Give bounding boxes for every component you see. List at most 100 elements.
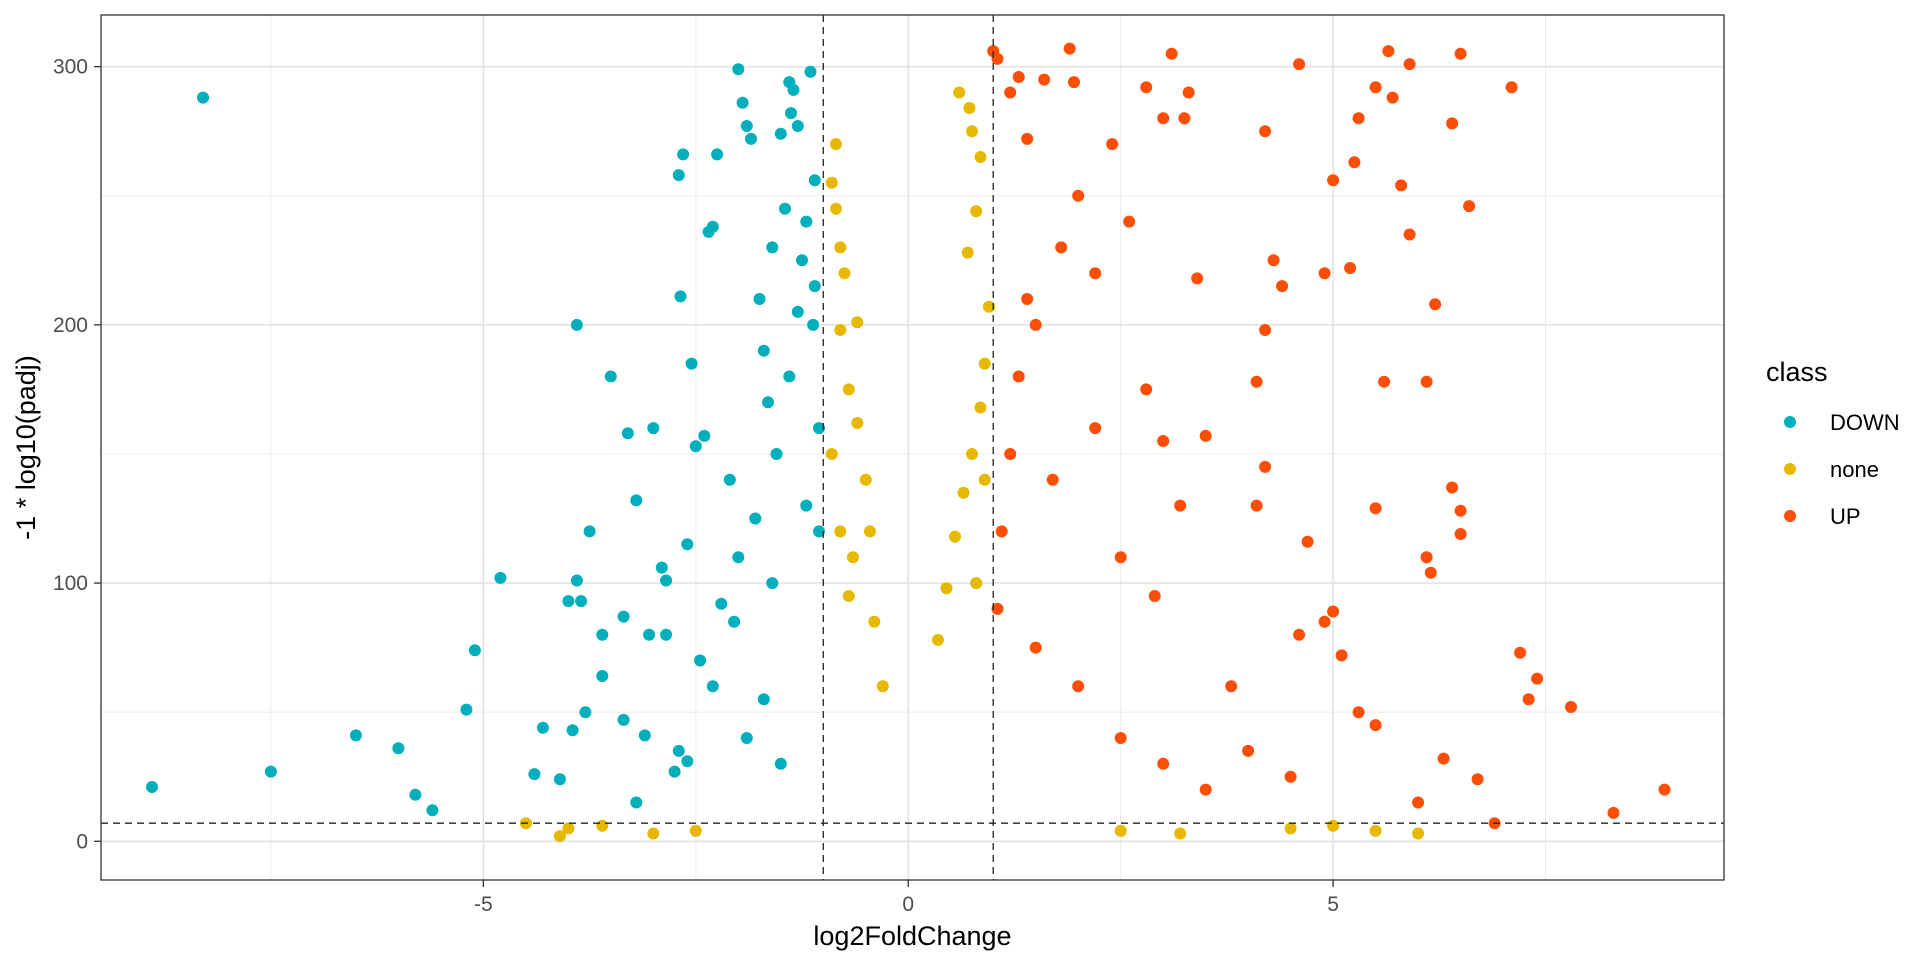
point-down (409, 788, 422, 801)
y-tick-label: 100 (53, 572, 88, 595)
point-down (617, 713, 630, 726)
point-none (689, 824, 702, 837)
point-up (1242, 744, 1255, 757)
point-up (991, 602, 1004, 615)
point-down (146, 781, 158, 793)
legend-label-down: DOWN (1830, 410, 1900, 435)
point-none (963, 102, 976, 114)
point-up (1403, 228, 1416, 241)
point-down (604, 370, 617, 383)
point-down (723, 473, 736, 486)
point-up (1395, 179, 1408, 192)
point-none (983, 300, 995, 313)
point-down (807, 318, 820, 331)
point-up (1038, 73, 1051, 86)
point-up (1199, 783, 1212, 796)
point-up (1157, 435, 1170, 447)
point-down (791, 305, 804, 318)
point-down (494, 571, 507, 584)
point-up (1055, 241, 1068, 254)
point-none (834, 241, 847, 254)
point-none (830, 202, 842, 215)
point-up (1123, 215, 1136, 228)
point-up (1327, 174, 1340, 187)
point-none (970, 205, 983, 218)
point-up (1335, 649, 1348, 662)
point-none (1327, 819, 1340, 832)
y-tick-label: 0 (76, 830, 88, 853)
point-up (991, 52, 1004, 65)
point-down (808, 280, 821, 293)
point-down (757, 344, 770, 357)
point-none (1174, 827, 1187, 840)
point-down (779, 202, 791, 215)
point-up (1658, 783, 1671, 796)
point-up (1178, 112, 1191, 125)
point-up (1293, 58, 1306, 71)
point-down (583, 525, 596, 538)
point-up (1199, 429, 1212, 442)
point-none (596, 819, 609, 832)
point-down (787, 83, 800, 96)
point-down (706, 680, 719, 693)
point-down (774, 127, 787, 140)
point-down (553, 773, 566, 786)
point-down (672, 169, 685, 182)
point-none (966, 448, 978, 460)
point-none (1114, 824, 1127, 837)
point-up (1514, 646, 1527, 659)
point-down (536, 721, 549, 734)
point-up (1174, 499, 1187, 512)
point-down (570, 318, 583, 331)
legend-key-none (1784, 463, 1796, 475)
threshold-lines (101, 15, 1724, 880)
point-down (264, 765, 277, 778)
legend-title: class (1766, 357, 1828, 387)
point-none (957, 486, 970, 499)
point-up (1157, 112, 1170, 125)
point-none (825, 176, 838, 189)
point-none (842, 590, 855, 602)
point-up (1429, 298, 1442, 311)
point-down (674, 290, 687, 303)
point-up (1403, 58, 1416, 71)
point-up (1446, 481, 1459, 494)
point-down (757, 693, 770, 706)
point-up (1004, 86, 1017, 99)
point-down (655, 561, 668, 574)
point-none (978, 357, 991, 370)
x-tick-label: 5 (1327, 893, 1339, 916)
point-down (808, 174, 821, 187)
point-down (681, 755, 694, 768)
point-down (740, 120, 753, 132)
gridlines (101, 15, 1724, 880)
point-none (974, 151, 987, 163)
point-up (1072, 680, 1085, 693)
point-up (1089, 422, 1102, 435)
point-down (570, 574, 583, 587)
point-up (1063, 42, 1076, 55)
point-up (1454, 504, 1467, 517)
point-down (800, 215, 813, 228)
point-none (847, 551, 859, 564)
point-up (1114, 551, 1127, 564)
legend-entries: DOWN none UP (1784, 410, 1900, 529)
point-down (766, 577, 779, 590)
point-up (1382, 45, 1395, 58)
point-up (1250, 499, 1263, 512)
point-down (774, 757, 787, 770)
legend-label-none: none (1830, 457, 1879, 482)
legend-key-down (1784, 416, 1796, 428)
point-up (1089, 267, 1102, 280)
point-none (966, 125, 978, 138)
point-up (1348, 156, 1361, 169)
point-down (791, 120, 804, 132)
point-down (617, 610, 630, 623)
y-axis-title: -1 * log10(padj) (11, 355, 41, 540)
point-up (1165, 47, 1178, 60)
point-up (1522, 693, 1535, 706)
point-down (766, 241, 779, 254)
point-none (940, 582, 953, 595)
